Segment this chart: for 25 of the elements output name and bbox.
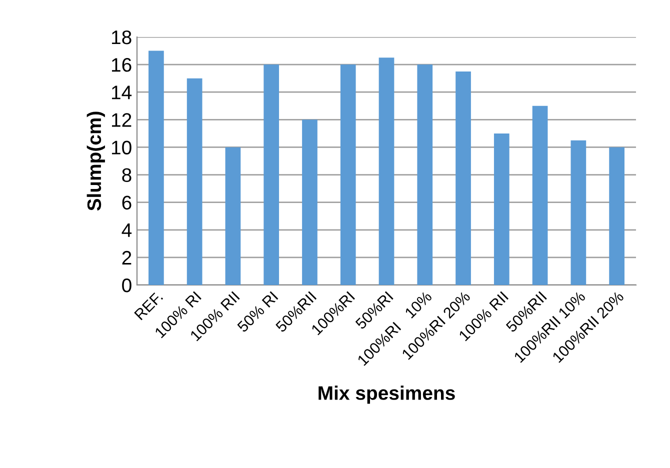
y-tick-label: 6 (122, 196, 132, 210)
y-tick-label: 16 (112, 58, 132, 72)
bar (264, 64, 280, 285)
bar (225, 147, 241, 285)
y-tick-label: 4 (122, 224, 132, 237)
y-tick-label: 0 (122, 278, 132, 292)
bar (570, 140, 586, 285)
y-tick-label: 12 (112, 113, 132, 127)
bar (378, 58, 394, 285)
y-tick-label: 14 (112, 86, 132, 100)
y-tick-label: 18 (112, 30, 132, 44)
y-axis-title: Slump(cm) (86, 112, 105, 211)
bar (532, 106, 548, 285)
bar (417, 64, 433, 285)
bar (148, 50, 164, 285)
y-tick-label: 10 (112, 140, 132, 154)
x-axis-title: Mix spesimens (318, 386, 455, 404)
bar (456, 71, 471, 285)
bar (609, 147, 624, 285)
y-tick-label: 2 (122, 250, 132, 264)
bar (186, 78, 202, 285)
bar (340, 64, 356, 285)
bar (494, 133, 510, 285)
y-tick-label: 8 (122, 168, 132, 182)
bar (302, 120, 318, 285)
